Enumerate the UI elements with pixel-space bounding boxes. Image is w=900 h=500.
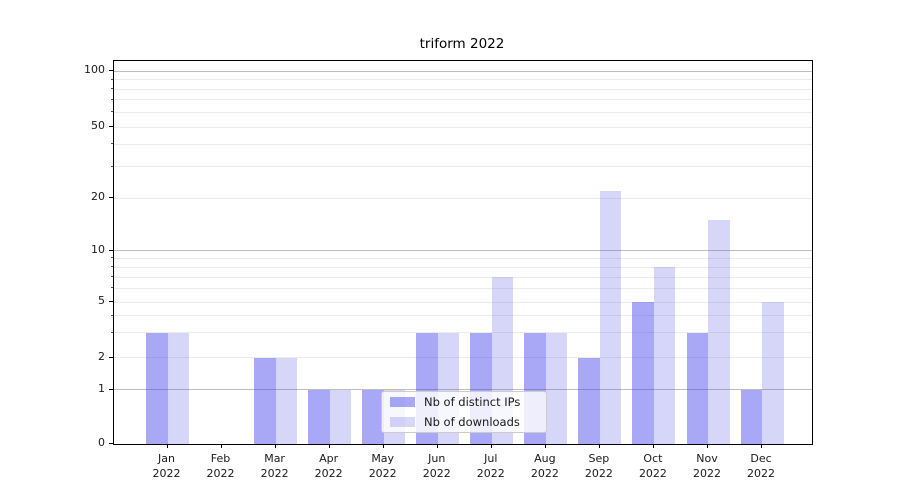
y-tick-mark-minor	[111, 165, 113, 167]
y-tick-label-2: 2	[98, 349, 105, 363]
bar-distinct-ips-mar	[254, 357, 276, 444]
y-tick-mark	[109, 70, 113, 71]
bar-distinct-ips-dec	[740, 389, 763, 444]
x-tick-label-feb: Feb 2022	[206, 452, 235, 480]
y-tick-label-0: 0	[98, 435, 105, 449]
bar-distinct-ips-oct	[632, 302, 654, 444]
plot-area	[113, 60, 813, 445]
y-gridline-minor	[114, 143, 812, 145]
x-tick-label-aug: Aug 2022	[530, 452, 559, 480]
x-tick-mark	[382, 444, 384, 448]
x-tick-label-dec: Dec 2022	[747, 452, 776, 480]
x-tick-mark	[598, 444, 600, 448]
x-tick-mark	[761, 444, 763, 448]
y-tick-mark-minor	[111, 331, 113, 333]
y-tick-mark	[109, 126, 113, 127]
x-tick-label-oct: Oct 2022	[638, 452, 667, 480]
y-gridline-major	[114, 250, 812, 251]
y-gridline-major	[114, 389, 812, 390]
y-tick-label-20: 20	[91, 190, 105, 203]
x-tick-mark	[490, 444, 492, 448]
y-gridline-minor	[114, 79, 812, 80]
bar-distinct-ips-may	[362, 389, 384, 444]
legend-label-downloads: Nb of downloads	[424, 415, 520, 429]
legend-entry-distinct-ips: Nb of distinct IPs	[382, 392, 546, 412]
x-tick-label-jul: Jul 2022	[476, 452, 505, 480]
x-tick-label-mar: Mar 2022	[260, 452, 289, 480]
chart-title: triform 2022	[419, 36, 505, 52]
y-tick-label-100: 100	[84, 63, 105, 76]
y-tick-mark	[109, 197, 113, 198]
bar-downloads-mar	[275, 357, 298, 444]
x-tick-mark	[328, 444, 330, 448]
bar-downloads-nov	[708, 219, 730, 444]
legend-label-distinct-ips: Nb of distinct IPs	[424, 395, 521, 409]
y-tick-mark-minor	[111, 98, 113, 100]
y-tick-mark	[109, 388, 113, 390]
bar-distinct-ips-apr	[308, 389, 330, 444]
y-tick-mark-minor	[111, 257, 113, 259]
y-tick-mark	[109, 356, 113, 358]
y-gridline-minor	[114, 332, 812, 334]
bar-distinct-ips-jan	[146, 332, 168, 444]
bar-downloads-apr	[329, 389, 352, 444]
x-tick-mark	[436, 444, 438, 448]
legend-entry-downloads: Nb of downloads	[382, 412, 546, 432]
y-gridline-minor	[114, 126, 812, 128]
x-tick-mark	[652, 444, 654, 448]
y-gridline-minor	[114, 301, 812, 303]
y-tick-mark-minor	[111, 287, 113, 289]
y-gridline-minor	[114, 357, 812, 358]
y-tick-mark-minor	[111, 314, 113, 316]
y-tick-mark	[109, 249, 113, 251]
y-gridline-minor	[114, 197, 812, 199]
y-tick-mark-minor	[111, 88, 113, 90]
y-tick-label-5: 5	[98, 294, 105, 307]
x-tick-label-apr: Apr 2022	[314, 452, 343, 480]
y-gridline-minor	[114, 257, 812, 259]
x-tick-mark	[166, 444, 168, 448]
y-tick-mark-minor	[111, 276, 113, 277]
bar-downloads-jan	[167, 332, 189, 444]
bar-downloads-oct	[653, 267, 676, 444]
legend-swatch-downloads	[390, 417, 415, 427]
y-gridline-major	[114, 70, 812, 72]
y-gridline-minor	[114, 111, 812, 113]
y-tick-mark-minor	[111, 266, 113, 268]
y-tick-mark	[109, 301, 113, 302]
y-gridline-minor	[114, 315, 812, 317]
y-gridline-minor	[114, 287, 812, 289]
bar-downloads-sep	[599, 190, 622, 444]
bar-distinct-ips-sep	[578, 357, 600, 444]
legend: Nb of distinct IPs Nb of downloads	[381, 391, 547, 433]
y-tick-label-50: 50	[91, 119, 105, 132]
x-tick-mark	[274, 444, 276, 448]
x-tick-mark	[707, 444, 708, 448]
legend-swatch-distinct-ips	[390, 397, 415, 407]
x-tick-mark	[544, 444, 546, 448]
y-tick-label-1: 1	[98, 381, 105, 395]
x-tick-label-may: May 2022	[368, 452, 397, 480]
y-gridline-minor	[114, 166, 812, 168]
y-tick-label-10: 10	[91, 242, 105, 256]
y-gridline-minor	[114, 99, 812, 101]
y-tick-mark-minor	[111, 78, 113, 80]
y-gridline-minor	[114, 276, 812, 278]
y-gridline-minor	[114, 266, 812, 268]
bar-downloads-aug	[545, 332, 568, 444]
y-tick-mark	[109, 442, 113, 444]
bar-distinct-ips-nov	[686, 332, 708, 444]
y-tick-mark-minor	[111, 143, 113, 145]
x-tick-label-sep: Sep 2022	[584, 452, 613, 480]
x-tick-mark	[220, 444, 222, 448]
x-tick-label-nov: Nov 2022	[693, 452, 721, 480]
y-tick-mark-minor	[111, 111, 113, 113]
x-tick-label-jun: Jun 2022	[422, 452, 451, 480]
y-gridline-minor	[114, 88, 812, 90]
bar-downloads-dec	[762, 302, 784, 444]
x-tick-label-jan: Jan 2022	[152, 452, 181, 480]
